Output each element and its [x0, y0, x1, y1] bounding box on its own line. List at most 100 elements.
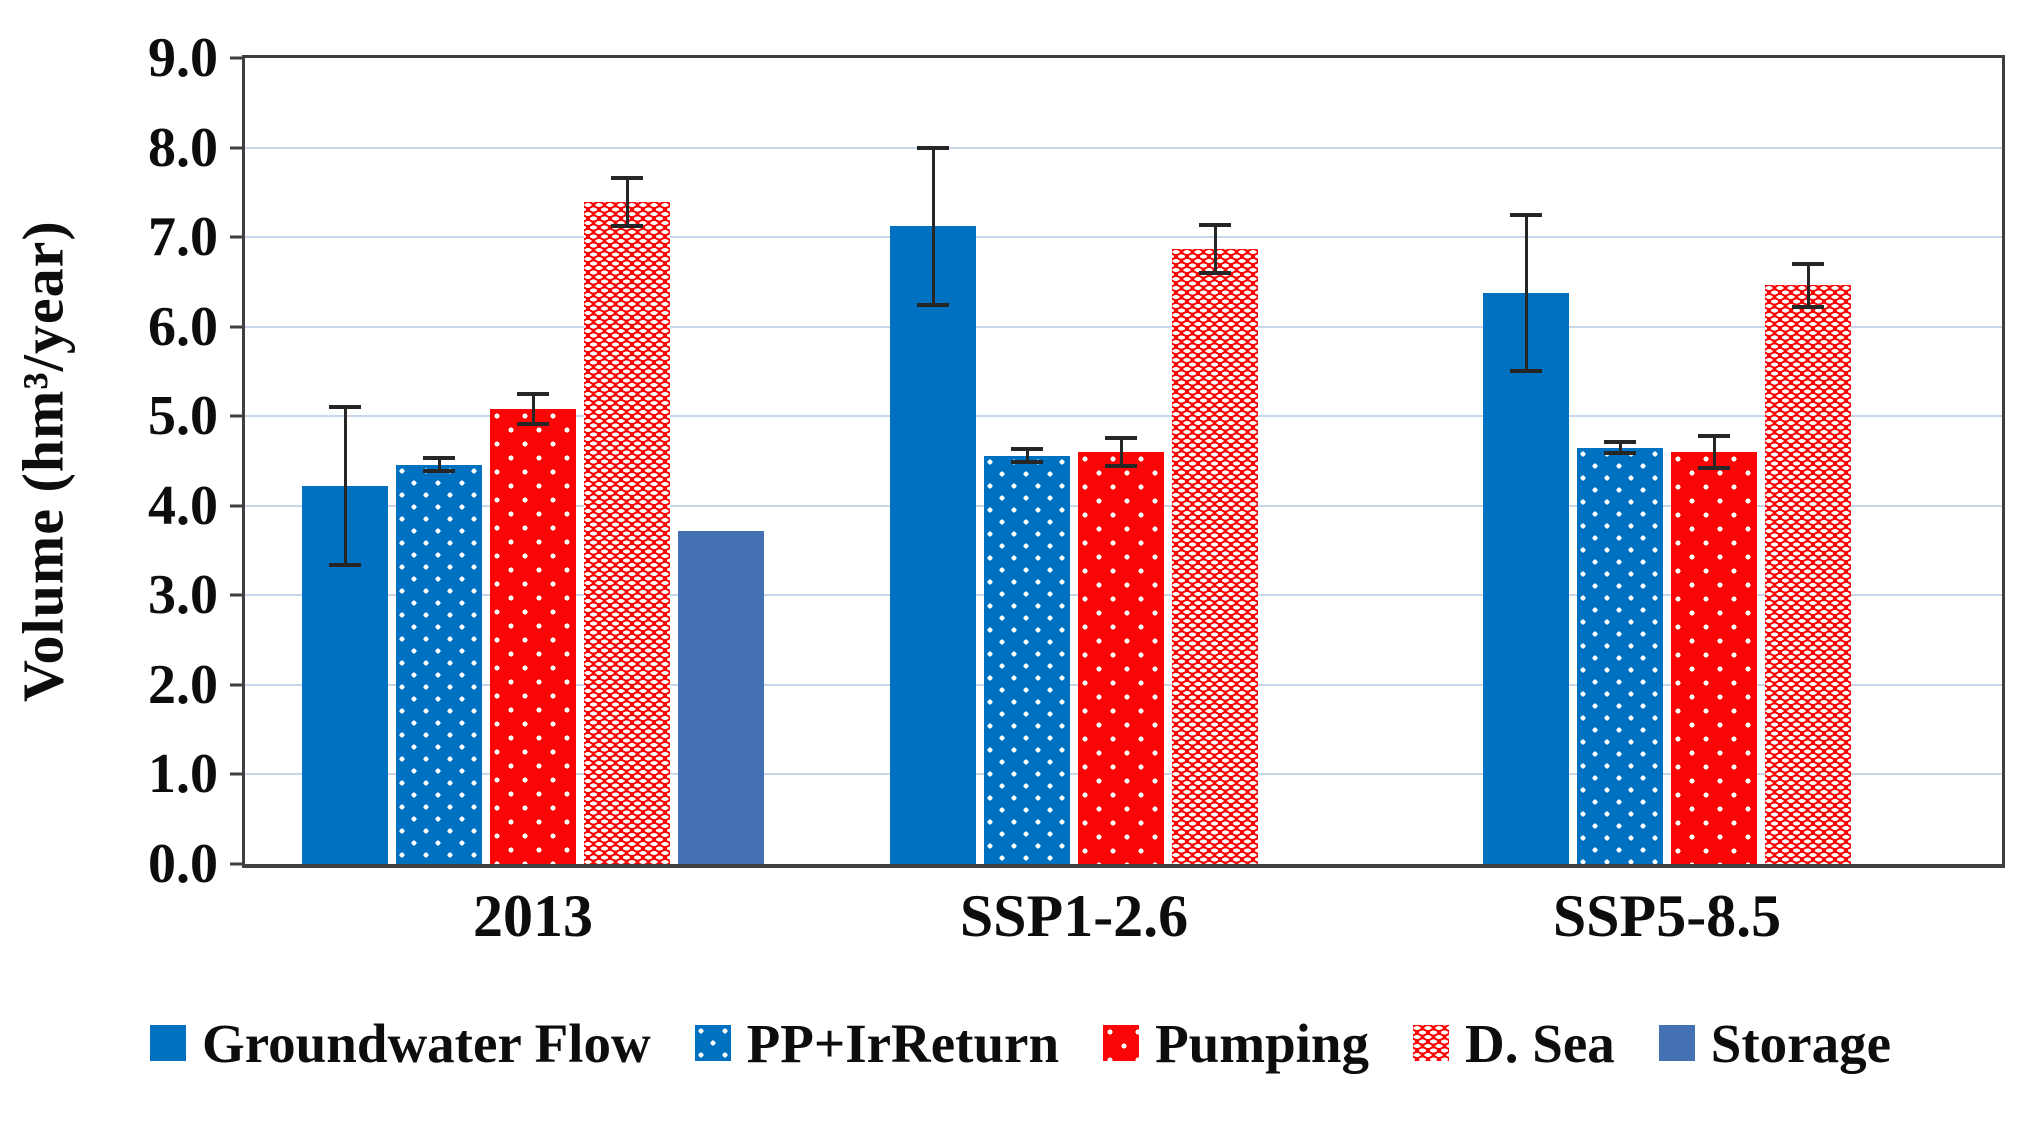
bar-pp-irreturn-2013: [396, 464, 482, 864]
y-tick-label: 3.0: [148, 564, 218, 627]
error-bar-cap-top: [423, 456, 455, 461]
legend-label-groundwater-flow: Groundwater Flow: [201, 1012, 651, 1074]
y-tick-label: 7.0: [148, 206, 218, 269]
error-bar-line: [1213, 224, 1217, 273]
error-bar-line: [1806, 263, 1810, 307]
bar-pumping-ssp1-2-6: [1078, 452, 1164, 864]
error-bar-pp-irreturn-2013: [419, 456, 459, 473]
legend-swatch-pumping-icon: [1103, 1025, 1140, 1061]
y-tick-mark: [230, 235, 242, 239]
error-bar-cap-bottom: [517, 422, 549, 427]
error-bar-cap-top: [1604, 440, 1636, 445]
error-bar-line: [625, 178, 629, 227]
x-axis-label-ssp1-2-6: SSP1-2.6: [959, 883, 1189, 949]
bar-pumping-2013: [490, 409, 576, 864]
error-bar-groundwater-flow-2013: [325, 405, 365, 567]
error-bar-line: [531, 393, 535, 425]
error-bar-cap-bottom: [423, 468, 455, 473]
y-tick-mark: [230, 593, 242, 597]
legend-item-groundwater-flow: Groundwater Flow: [149, 1012, 651, 1074]
legend-label-d-sea: D. Sea: [1465, 1012, 1615, 1074]
y-tick-mark: [230, 56, 242, 60]
legend-item-pumping: Pumping: [1103, 1016, 1369, 1071]
y-tick-label: 0.0: [148, 833, 218, 895]
error-bar-cap-top: [517, 391, 549, 396]
error-bar-line: [1025, 449, 1029, 462]
error-bar-line: [931, 147, 935, 306]
error-bar-line: [1712, 435, 1716, 469]
y-tick-mark: [230, 683, 242, 687]
y-tick-label: 9.0: [148, 27, 218, 89]
y-tick-label: 5.0: [148, 385, 218, 448]
bar-pumping-ssp5-8-5: [1671, 452, 1757, 864]
error-bar-cap-bottom: [611, 224, 643, 229]
error-bar-pumping-2013: [513, 391, 553, 427]
legend-item-pp-irreturn: PP+IrReturn: [694, 1012, 1060, 1074]
error-bar-line: [343, 407, 347, 565]
y-tick-mark: [230, 772, 242, 776]
y-tick-label: 8.0: [148, 116, 218, 179]
error-bar-cap-bottom: [329, 562, 361, 567]
error-bar-groundwater-flow-ssp1-2-6: [913, 145, 953, 308]
error-bar-d-sea-2013: [607, 176, 647, 229]
error-bar-pumping-ssp5-8-5: [1694, 433, 1734, 471]
error-bar-groundwater-flow-ssp5-8-5: [1506, 212, 1546, 373]
error-bar-cap-bottom: [917, 303, 949, 308]
legend-swatch-pp-irreturn-icon: [694, 1025, 731, 1061]
error-bar-cap-bottom: [1604, 450, 1636, 455]
bar-groundwater-flow-ssp1-2-6: [890, 226, 976, 864]
gridline: [245, 415, 2002, 418]
legend-label-pumping: Pumping: [1155, 1012, 1370, 1074]
bar-d-sea-2013: [584, 202, 670, 864]
y-tick-label: 4.0: [148, 474, 218, 537]
error-bar-cap-top: [917, 145, 949, 150]
y-tick-mark: [230, 325, 242, 329]
legend-label-pp-irreturn: PP+IrReturn: [746, 1012, 1060, 1074]
legend-item-d-sea: D. Sea: [1413, 1016, 1615, 1071]
error-bar-d-sea-ssp5-8-5: [1788, 261, 1828, 309]
gridline: [245, 236, 2002, 239]
error-bar-line: [437, 458, 441, 471]
error-bar-cap-top: [329, 405, 361, 410]
plot-area: [242, 55, 2005, 868]
bar-d-sea-ssp5-8-5: [1765, 285, 1851, 864]
bar-group-ssp1-2-6: [890, 58, 1258, 864]
bar-pp-irreturn-ssp1-2-6: [984, 455, 1070, 864]
legend-swatch-groundwater-flow-icon: [149, 1025, 186, 1061]
y-tick-label: 6.0: [148, 295, 218, 358]
error-bar-cap-bottom: [1011, 459, 1043, 464]
legend-label-storage: Storage: [1710, 1012, 1891, 1074]
gridline: [245, 146, 2002, 149]
y-tick-label: 1.0: [148, 743, 218, 806]
error-bar-cap-bottom: [1105, 464, 1137, 469]
bar-storage-2013: [678, 530, 764, 864]
error-bar-pumping-ssp1-2-6: [1101, 435, 1141, 469]
error-bar-d-sea-ssp1-2-6: [1195, 222, 1235, 275]
legend-item-storage: Storage: [1658, 1012, 1891, 1074]
bar-pp-irreturn-ssp5-8-5: [1577, 447, 1663, 864]
error-bar-cap-bottom: [1510, 368, 1542, 373]
error-bar-pp-irreturn-ssp5-8-5: [1600, 440, 1640, 455]
error-bar-cap-top: [611, 176, 643, 181]
chart-legend: Groundwater Flow PP+IrReturn Pumping D. Sea…: [0, 995, 2041, 1091]
bar-d-sea-ssp1-2-6: [1172, 248, 1258, 864]
error-bar-cap-top: [1199, 222, 1231, 227]
error-bar-cap-top: [1792, 261, 1824, 266]
error-bar-cap-top: [1510, 212, 1542, 217]
bar-groundwater-flow-ssp5-8-5: [1483, 292, 1569, 864]
bar-group-2013: [302, 58, 764, 864]
y-tick-mark: [230, 146, 242, 150]
error-bar-cap-top: [1105, 435, 1137, 440]
x-axis-label-2013: 2013: [473, 883, 593, 949]
y-tick-mark: [230, 862, 242, 866]
error-bar-line: [1119, 437, 1123, 467]
y-tick-mark: [230, 414, 242, 418]
error-bar-line: [1524, 214, 1528, 371]
error-bar-cap-bottom: [1199, 270, 1231, 275]
x-axis-label-ssp5-8-5: SSP5-8.5: [1552, 883, 1782, 949]
legend-swatch-d-sea-icon: [1413, 1025, 1450, 1061]
y-tick-label: 2.0: [148, 653, 218, 716]
legend-swatch-storage-icon: [1658, 1025, 1695, 1061]
error-bar-cap-top: [1698, 433, 1730, 438]
